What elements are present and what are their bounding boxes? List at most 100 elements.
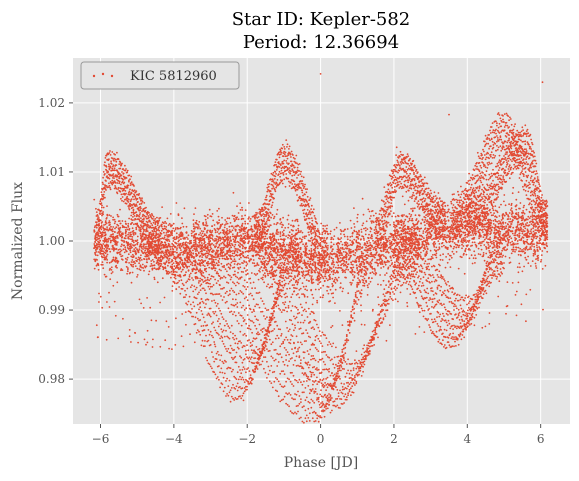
data-point xyxy=(220,262,223,265)
data-point xyxy=(462,216,465,219)
data-point xyxy=(410,228,413,231)
data-point xyxy=(340,252,343,255)
data-point xyxy=(504,204,507,207)
data-point xyxy=(196,223,199,226)
data-point xyxy=(112,256,115,259)
data-point xyxy=(251,235,254,238)
data-point xyxy=(114,220,117,223)
data-point xyxy=(450,200,452,203)
data-point xyxy=(339,222,341,224)
data-point xyxy=(121,269,124,271)
data-point xyxy=(310,249,313,252)
data-point xyxy=(132,263,135,266)
data-point xyxy=(442,253,444,256)
data-point xyxy=(147,251,149,253)
data-point xyxy=(370,220,373,223)
data-point xyxy=(309,258,312,261)
data-point xyxy=(277,238,280,241)
data-point xyxy=(308,249,311,252)
data-point xyxy=(142,228,145,231)
data-point xyxy=(110,215,112,217)
data-point xyxy=(429,249,432,252)
data-point xyxy=(493,212,495,215)
data-point xyxy=(467,244,469,247)
data-point xyxy=(180,251,183,254)
data-point xyxy=(171,246,174,248)
data-point xyxy=(160,244,163,247)
data-point xyxy=(231,229,234,232)
data-point xyxy=(134,265,137,267)
data-point xyxy=(319,261,322,264)
data-point xyxy=(418,230,421,233)
data-point xyxy=(103,251,106,254)
data-point xyxy=(464,250,467,253)
data-point xyxy=(261,242,264,245)
data-point xyxy=(356,269,359,271)
data-point xyxy=(516,234,519,236)
data-point xyxy=(236,251,239,254)
data-point xyxy=(427,237,430,240)
data-point xyxy=(374,256,376,259)
data-point xyxy=(238,254,241,257)
data-point xyxy=(221,216,223,219)
data-point xyxy=(287,223,290,225)
data-point xyxy=(305,285,308,288)
data-point xyxy=(351,241,354,244)
data-point xyxy=(497,191,500,194)
data-point xyxy=(155,262,158,265)
data-point xyxy=(244,222,247,225)
data-point xyxy=(103,224,105,226)
data-point xyxy=(534,262,537,265)
data-point xyxy=(342,250,345,253)
data-point xyxy=(105,238,108,241)
data-point xyxy=(131,227,134,230)
data-point xyxy=(99,253,102,255)
data-point xyxy=(366,251,369,254)
data-point xyxy=(455,246,458,249)
data-point xyxy=(174,251,176,253)
data-point xyxy=(436,214,439,217)
data-point xyxy=(119,248,121,251)
data-point xyxy=(175,235,178,238)
data-point xyxy=(310,252,313,255)
data-point xyxy=(101,247,104,250)
data-point xyxy=(526,228,529,231)
data-point xyxy=(182,253,184,256)
data-point xyxy=(514,205,517,208)
data-point xyxy=(329,288,332,291)
data-point xyxy=(108,214,111,217)
data-point xyxy=(275,213,278,216)
data-point xyxy=(280,221,283,224)
data-point xyxy=(244,241,247,244)
data-point xyxy=(229,222,232,224)
data-point xyxy=(263,228,266,231)
data-point xyxy=(518,239,521,241)
data-point xyxy=(104,233,107,236)
data-point xyxy=(155,243,158,246)
data-point xyxy=(167,272,170,275)
data-point xyxy=(131,230,134,233)
data-point xyxy=(150,260,153,262)
data-point xyxy=(233,235,236,238)
data-point xyxy=(377,283,379,286)
data-point xyxy=(488,224,491,226)
data-point xyxy=(496,243,498,245)
data-point xyxy=(172,240,175,242)
data-point xyxy=(380,258,383,260)
data-point xyxy=(239,263,241,265)
data-point xyxy=(309,275,311,277)
data-point xyxy=(216,227,219,230)
data-point xyxy=(326,224,328,227)
data-point xyxy=(510,204,513,207)
data-point xyxy=(529,246,532,249)
data-point xyxy=(145,265,148,268)
data-point xyxy=(539,248,542,251)
data-point xyxy=(477,211,480,214)
data-point xyxy=(515,198,518,201)
data-point xyxy=(196,226,199,229)
data-point xyxy=(114,227,116,230)
data-point xyxy=(187,234,190,237)
data-point xyxy=(284,259,286,262)
data-point xyxy=(437,192,440,194)
data-point xyxy=(115,243,117,246)
